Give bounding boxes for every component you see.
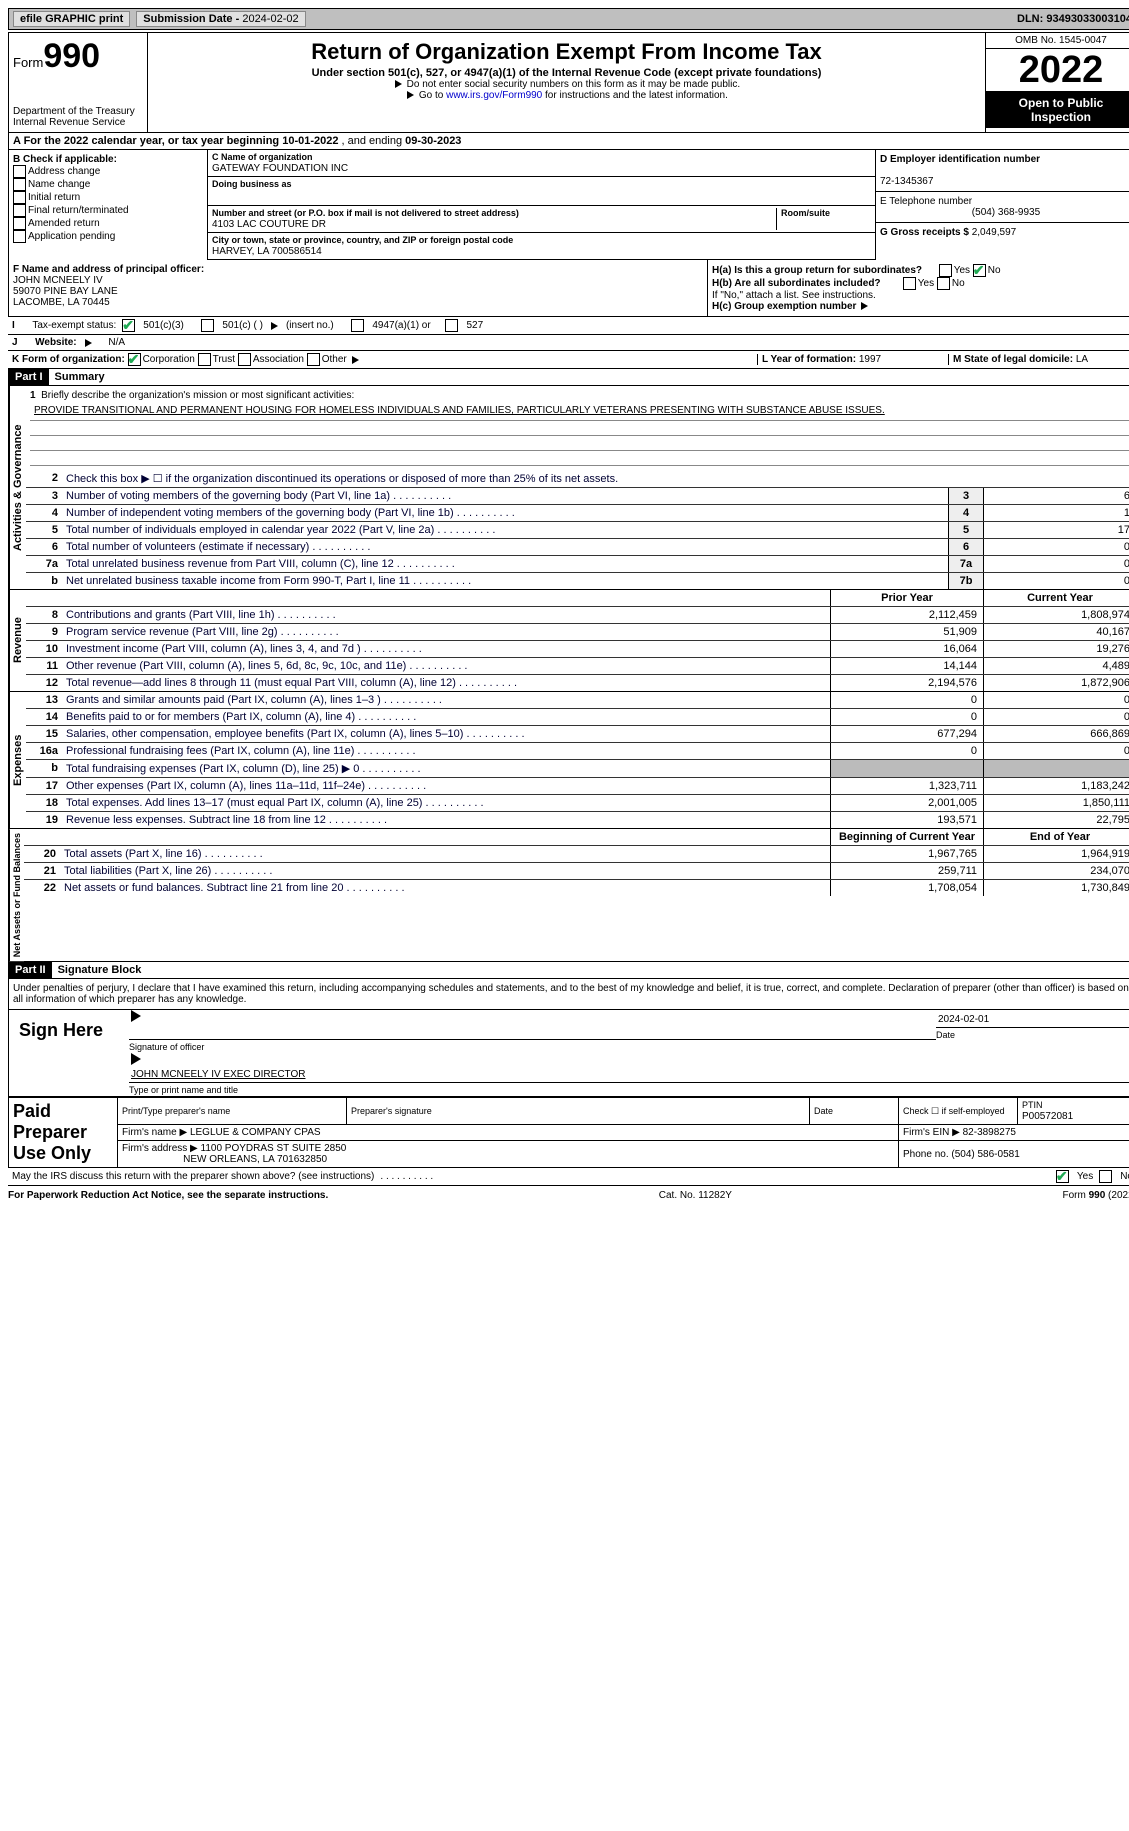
header-right: OMB No. 1545-0047 2022 Open to Public In… xyxy=(985,33,1129,132)
header-mid: Return of Organization Exempt From Incom… xyxy=(148,33,985,132)
submission-date: Submission Date - 2024-02-02 xyxy=(136,11,305,27)
summary-netassets: Net Assets or Fund Balances Beginning of… xyxy=(8,829,1129,962)
principal-officer: F Name and address of principal officer:… xyxy=(9,260,708,316)
irs-link[interactable]: www.irs.gov/Form990 xyxy=(446,90,542,101)
section-a: A For the 2022 calendar year, or tax yea… xyxy=(8,133,1129,150)
col-c: C Name of organizationGATEWAY FOUNDATION… xyxy=(208,150,875,260)
tax-status-row: I Tax-exempt status: 501(c)(3) 501(c) ( … xyxy=(8,317,1129,335)
officer-grid: F Name and address of principal officer:… xyxy=(8,260,1129,317)
cb-501c3[interactable] xyxy=(122,319,135,332)
line-klm: K Form of organization: Corporation Trus… xyxy=(8,351,1129,369)
summary-row: 3Number of voting members of the governi… xyxy=(26,488,1129,505)
summary-row: 14Benefits paid to or for members (Part … xyxy=(26,709,1129,726)
summary-row: 12Total revenue—add lines 8 through 11 (… xyxy=(26,675,1129,691)
summary-governance: Activities & Governance 1 Briefly descri… xyxy=(8,386,1129,590)
summary-row: 18Total expenses. Add lines 13–17 (must … xyxy=(26,795,1129,812)
summary-row: 6Total number of volunteers (estimate if… xyxy=(26,539,1129,556)
summary-row: 15Salaries, other compensation, employee… xyxy=(26,726,1129,743)
efile-badge: efile GRAPHIC print xyxy=(13,11,130,27)
summary-row: bNet unrelated business taxable income f… xyxy=(26,573,1129,589)
summary-row: 19Revenue less expenses. Subtract line 1… xyxy=(26,812,1129,828)
website-row: J Website: N/A xyxy=(8,335,1129,351)
discuss-row: May the IRS discuss this return with the… xyxy=(8,1168,1129,1186)
summary-row: 8Contributions and grants (Part VIII, li… xyxy=(26,607,1129,624)
sign-here-block: Sign Here Signature of officer 2024-02-0… xyxy=(8,1010,1129,1097)
summary-revenue: Revenue Prior YearCurrent Year 8Contribu… xyxy=(8,590,1129,692)
checkbox-address[interactable] xyxy=(13,165,26,178)
summary-row: 16aProfessional fundraising fees (Part I… xyxy=(26,743,1129,760)
summary-row: 9Program service revenue (Part VIII, lin… xyxy=(26,624,1129,641)
summary-expenses: Expenses 13Grants and similar amounts pa… xyxy=(8,692,1129,829)
form-header: Form990 Department of the Treasury Inter… xyxy=(8,32,1129,133)
dln: DLN: 93493033003104 xyxy=(1017,13,1129,25)
checkbox-pending[interactable] xyxy=(13,230,26,243)
summary-row: 17Other expenses (Part IX, column (A), l… xyxy=(26,778,1129,795)
summary-row: 20Total assets (Part X, line 16)1,967,76… xyxy=(24,846,1129,863)
summary-row: 22Net assets or fund balances. Subtract … xyxy=(24,880,1129,896)
page-footer: For Paperwork Reduction Act Notice, see … xyxy=(8,1186,1129,1205)
part2-header: Part II Signature Block xyxy=(8,962,1129,979)
entity-grid: B Check if applicable: Address change Na… xyxy=(8,150,1129,260)
summary-row: bTotal fundraising expenses (Part IX, co… xyxy=(26,760,1129,778)
col-b: B Check if applicable: Address change Na… xyxy=(9,150,208,260)
preparer-table: Paid Preparer Use Only Print/Type prepar… xyxy=(8,1097,1129,1168)
checkbox-initial[interactable] xyxy=(13,191,26,204)
part1-header: Part I Summary xyxy=(8,369,1129,386)
form-title: Return of Organization Exempt From Incom… xyxy=(152,39,981,65)
checkbox-amended[interactable] xyxy=(13,217,26,230)
summary-row: 7aTotal unrelated business revenue from … xyxy=(26,556,1129,573)
summary-row: 13Grants and similar amounts paid (Part … xyxy=(26,692,1129,709)
summary-row: 5Total number of individuals employed in… xyxy=(26,522,1129,539)
header-left: Form990 Department of the Treasury Inter… xyxy=(9,33,148,132)
top-bar: efile GRAPHIC print Submission Date - 20… xyxy=(8,8,1129,30)
summary-row: 4Number of independent voting members of… xyxy=(26,505,1129,522)
group-return: H(a) Is this a group return for subordin… xyxy=(708,260,1129,316)
summary-row: 21Total liabilities (Part X, line 26)259… xyxy=(24,863,1129,880)
checkbox-name[interactable] xyxy=(13,178,26,191)
summary-row: 11Other revenue (Part VIII, column (A), … xyxy=(26,658,1129,675)
checkbox-final[interactable] xyxy=(13,204,26,217)
col-d: D Employer identification number72-13453… xyxy=(875,150,1129,260)
summary-row: 10Investment income (Part VIII, column (… xyxy=(26,641,1129,658)
penalty-text: Under penalties of perjury, I declare th… xyxy=(8,979,1129,1010)
